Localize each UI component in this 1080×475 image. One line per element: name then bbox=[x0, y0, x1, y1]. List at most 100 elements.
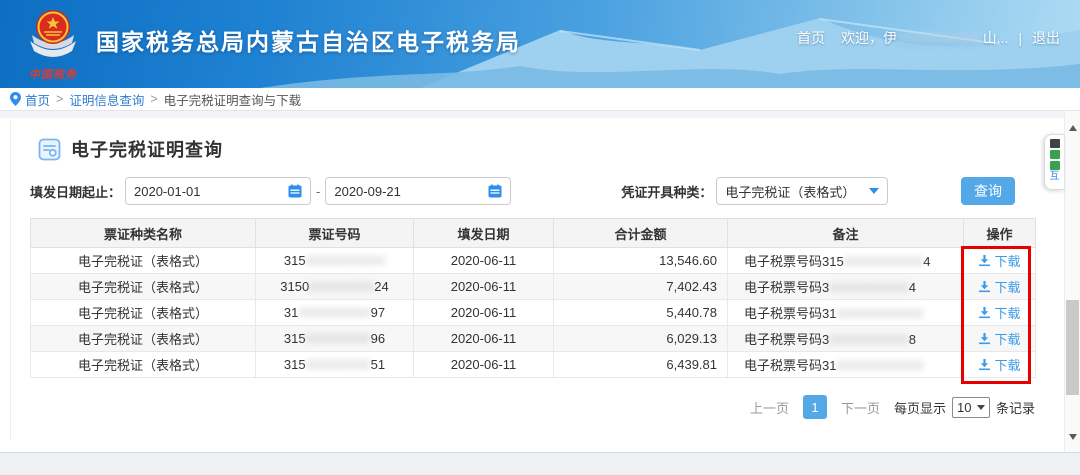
remark-prefix: 电子税票号码315 bbox=[744, 254, 844, 269]
ticket-suffix: 51 bbox=[370, 357, 386, 372]
download-icon bbox=[979, 307, 991, 319]
remark-redacted: 00000000000 bbox=[829, 332, 909, 347]
filter-bar: 填发日期起止： 2020-01-01 - 2020-09-21 凭 bbox=[30, 176, 1035, 206]
user-welcome[interactable]: 欢迎，伊 00000000000 山... bbox=[841, 28, 1008, 48]
remark-prefix: 电子税票号码31 bbox=[744, 358, 837, 373]
calendar-icon[interactable] bbox=[488, 184, 502, 198]
per-page-select[interactable]: 10 bbox=[951, 396, 990, 418]
breadcrumb-current: 电子完税证明查询与下载 bbox=[163, 93, 302, 108]
ticket-prefix: 3150 bbox=[280, 279, 310, 294]
cell-type: 电子完税证（表格式） bbox=[77, 280, 208, 295]
col-header-remark: 备注 bbox=[727, 218, 964, 248]
widget-segment bbox=[1049, 150, 1060, 159]
remark-prefix: 电子税票号码3 bbox=[744, 332, 830, 347]
cell-date: 2020-06-11 bbox=[413, 273, 554, 300]
table-row: 电子完税证（表格式） 31500000000096 2020-06-11 6,0… bbox=[30, 325, 1036, 352]
table-row: 电子完税证（表格式） 31000000000097 2020-06-11 5,4… bbox=[30, 299, 1036, 326]
table-header-row: 票证种类名称 票证号码 填发日期 合计金额 备注 操作 bbox=[30, 218, 1036, 248]
gap-strip bbox=[0, 111, 1080, 118]
ticket-redacted: 000000000 bbox=[305, 357, 371, 372]
next-page-button[interactable]: 下一页 bbox=[840, 400, 880, 416]
col-header-issue-date: 填发日期 bbox=[413, 218, 554, 248]
calendar-icon[interactable] bbox=[288, 184, 302, 198]
download-label: 下载 bbox=[994, 254, 1021, 269]
remark-suffix: 4 bbox=[908, 280, 916, 295]
download-link[interactable]: 下载 bbox=[978, 329, 1021, 348]
ticket-suffix: 96 bbox=[370, 331, 386, 346]
date-to-input[interactable]: 2020-09-21 bbox=[325, 177, 512, 205]
cell-type: 电子完税证（表格式） bbox=[77, 332, 208, 347]
breadcrumb-home[interactable]: 首页 bbox=[25, 93, 51, 108]
voucher-type-label: 凭证开具种类： bbox=[621, 184, 713, 200]
cell-type: 电子完税证（表格式） bbox=[77, 358, 208, 373]
ticket-redacted: 000000000 bbox=[305, 331, 371, 346]
download-link[interactable]: 下载 bbox=[978, 355, 1021, 374]
breadcrumb-separator: > bbox=[150, 92, 158, 106]
scrollbar-thumb[interactable] bbox=[1066, 300, 1079, 395]
ticket-redacted: 000000000 bbox=[309, 279, 375, 294]
download-link[interactable]: 下载 bbox=[978, 303, 1021, 322]
per-page-unit: 条记录 bbox=[995, 400, 1035, 416]
download-link[interactable]: 下载 bbox=[978, 277, 1021, 296]
voucher-type-select[interactable]: 电子完税证（表格式） bbox=[716, 177, 889, 205]
vertical-scrollbar[interactable] bbox=[1064, 111, 1080, 452]
cell-amount: 13,546.60 bbox=[553, 247, 728, 274]
nav-separator: | bbox=[1018, 30, 1022, 46]
nav-home-link[interactable]: 首页 bbox=[797, 30, 826, 46]
remark-suffix: 8 bbox=[908, 332, 916, 347]
logo-caption: 中国税务 bbox=[29, 69, 77, 81]
breadcrumb-cert-query[interactable]: 证明信息查询 bbox=[69, 93, 145, 108]
site-title: 国家税务总局内蒙古自治区电子税务局 bbox=[96, 29, 521, 55]
chevron-down-icon bbox=[976, 404, 985, 410]
remark-redacted: 000000000000 bbox=[836, 306, 924, 321]
cell-amount: 6,439.81 bbox=[553, 351, 728, 378]
header-nav: 首页 欢迎，伊 00000000000 山... | 退出 bbox=[797, 28, 1060, 48]
page-title: 电子完税证明查询 bbox=[71, 140, 223, 160]
col-header-ticket-no: 票证号码 bbox=[255, 218, 414, 248]
document-list-icon bbox=[38, 138, 61, 160]
cell-date: 2020-06-11 bbox=[413, 247, 554, 274]
query-button[interactable]: 查询 bbox=[961, 177, 1015, 205]
widget-text: 互 bbox=[1049, 171, 1060, 182]
remark-suffix: 4 bbox=[923, 254, 931, 269]
voucher-type-value: 电子完税证（表格式） bbox=[725, 184, 856, 200]
ticket-redacted: 00000000000 bbox=[305, 253, 386, 268]
table-row: 电子完税证（表格式） 315000000000024 2020-06-11 7,… bbox=[30, 273, 1036, 300]
header-banner: 中国税务 国家税务总局内蒙古自治区电子税务局 首页 欢迎，伊 000000000… bbox=[0, 0, 1080, 88]
remark-prefix: 电子税票号码3 bbox=[744, 280, 830, 295]
date-from-value: 2020-01-01 bbox=[134, 183, 201, 199]
scroll-up-arrow-icon[interactable] bbox=[1069, 125, 1077, 131]
cell-date: 2020-06-11 bbox=[413, 299, 554, 326]
cell-type: 电子完税证（表格式） bbox=[77, 254, 208, 269]
cell-date: 2020-06-11 bbox=[413, 351, 554, 378]
download-label: 下载 bbox=[994, 358, 1021, 373]
cell-type: 电子完税证（表格式） bbox=[77, 306, 208, 321]
per-page-value: 10 bbox=[956, 399, 972, 415]
prev-page-button[interactable]: 上一页 bbox=[749, 400, 789, 416]
col-header-operation: 操作 bbox=[963, 218, 1036, 248]
results-table: 票证种类名称 票证号码 填发日期 合计金额 备注 操作 电子完税证（表格式） 3… bbox=[30, 218, 1036, 378]
floating-widget[interactable]: 互 bbox=[1044, 134, 1064, 190]
great-wall-background bbox=[260, 18, 1080, 88]
per-page-group: 每页显示 10 条记录 bbox=[894, 396, 1035, 418]
ticket-prefix: 31 bbox=[283, 305, 299, 320]
ticket-suffix: 97 bbox=[370, 305, 386, 320]
ticket-suffix: 24 bbox=[374, 279, 389, 294]
cell-amount: 5,440.78 bbox=[553, 299, 728, 326]
download-icon bbox=[979, 281, 991, 293]
date-range-separator: - bbox=[316, 183, 321, 199]
table-body: 电子完税证（表格式） 31500000000000 2020-06-11 13,… bbox=[30, 247, 1036, 378]
logout-link[interactable]: 退出 bbox=[1032, 30, 1060, 46]
date-range-label: 填发日期起止： bbox=[30, 184, 122, 200]
cell-amount: 6,029.13 bbox=[553, 325, 728, 352]
current-page-button[interactable]: 1 bbox=[802, 395, 827, 419]
download-link[interactable]: 下载 bbox=[978, 251, 1021, 270]
remark-redacted: 00000000000 bbox=[829, 280, 909, 295]
date-from-input[interactable]: 2020-01-01 bbox=[125, 177, 312, 205]
cell-date: 2020-06-11 bbox=[413, 325, 554, 352]
welcome-redacted: 00000000000 bbox=[897, 30, 983, 46]
scroll-down-arrow-icon[interactable] bbox=[1069, 434, 1077, 440]
ticket-prefix: 315 bbox=[283, 331, 306, 346]
ticket-redacted: 0000000000 bbox=[298, 305, 371, 320]
